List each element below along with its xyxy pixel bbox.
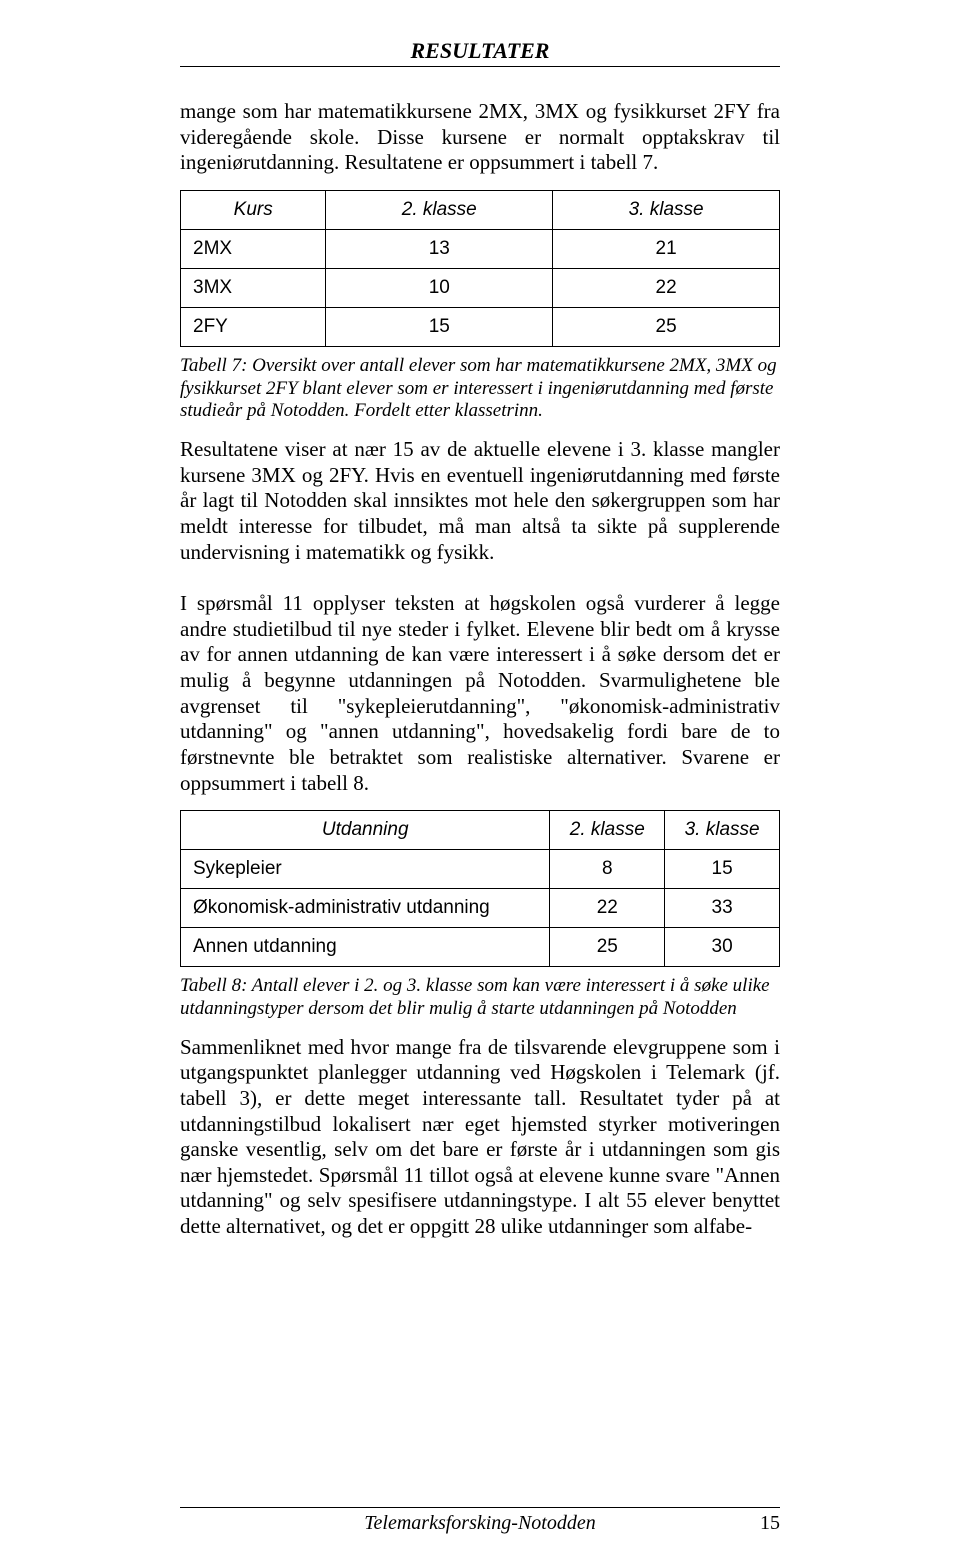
cell: 21 xyxy=(553,229,780,268)
cell: Økonomisk-administrativ utdanning xyxy=(181,889,550,928)
table-row: 3MX 10 22 xyxy=(181,268,780,307)
table-row: 2MX 13 21 xyxy=(181,229,780,268)
cell: 25 xyxy=(550,928,665,967)
cell: 15 xyxy=(326,307,553,346)
col-header: 3. klasse xyxy=(553,190,780,229)
footer-title: Telemarksforsking-Notodden xyxy=(220,1512,740,1535)
cell: Sykepleier xyxy=(181,850,550,889)
col-header: 2. klasse xyxy=(550,811,665,850)
paragraph-2: Resultatene viser at nær 15 av de aktuel… xyxy=(180,437,780,565)
cell: 2FY xyxy=(181,307,326,346)
cell: 10 xyxy=(326,268,553,307)
cell: 33 xyxy=(665,889,780,928)
table-8: Utdanning 2. klasse 3. klasse Sykepleier… xyxy=(180,810,780,967)
cell: 15 xyxy=(665,850,780,889)
cell: 22 xyxy=(550,889,665,928)
paragraph-4: Sammenliknet med hvor mange fra de tilsv… xyxy=(180,1035,780,1240)
col-header: 3. klasse xyxy=(665,811,780,850)
cell: 22 xyxy=(553,268,780,307)
table-row: Utdanning 2. klasse 3. klasse xyxy=(181,811,780,850)
table-7-caption: Tabell 7: Oversikt over antall elever so… xyxy=(180,355,780,423)
cell: 13 xyxy=(326,229,553,268)
page-number: 15 xyxy=(740,1512,780,1535)
cell: 3MX xyxy=(181,268,326,307)
col-header: 2. klasse xyxy=(326,190,553,229)
cell: 30 xyxy=(665,928,780,967)
table-7: Kurs 2. klasse 3. klasse 2MX 13 21 3MX 1… xyxy=(180,190,780,347)
section-header: RESULTATER xyxy=(180,38,780,67)
table-row: Annen utdanning 25 30 xyxy=(181,928,780,967)
cell: 25 xyxy=(553,307,780,346)
page-footer: Telemarksforsking-Notodden 15 xyxy=(180,1507,780,1535)
cell: Annen utdanning xyxy=(181,928,550,967)
paragraph-1: mange som har matematikkursene 2MX, 3MX … xyxy=(180,99,780,176)
table-row: Økonomisk-administrativ utdanning 22 33 xyxy=(181,889,780,928)
col-header: Utdanning xyxy=(181,811,550,850)
paragraph-3: I spørsmål 11 opplyser teksten at høgsko… xyxy=(180,591,780,796)
table-row: 2FY 15 25 xyxy=(181,307,780,346)
table-row: Sykepleier 8 15 xyxy=(181,850,780,889)
table-row: Kurs 2. klasse 3. klasse xyxy=(181,190,780,229)
col-header: Kurs xyxy=(181,190,326,229)
table-8-caption: Tabell 8: Antall elever i 2. og 3. klass… xyxy=(180,975,780,1021)
cell: 8 xyxy=(550,850,665,889)
cell: 2MX xyxy=(181,229,326,268)
